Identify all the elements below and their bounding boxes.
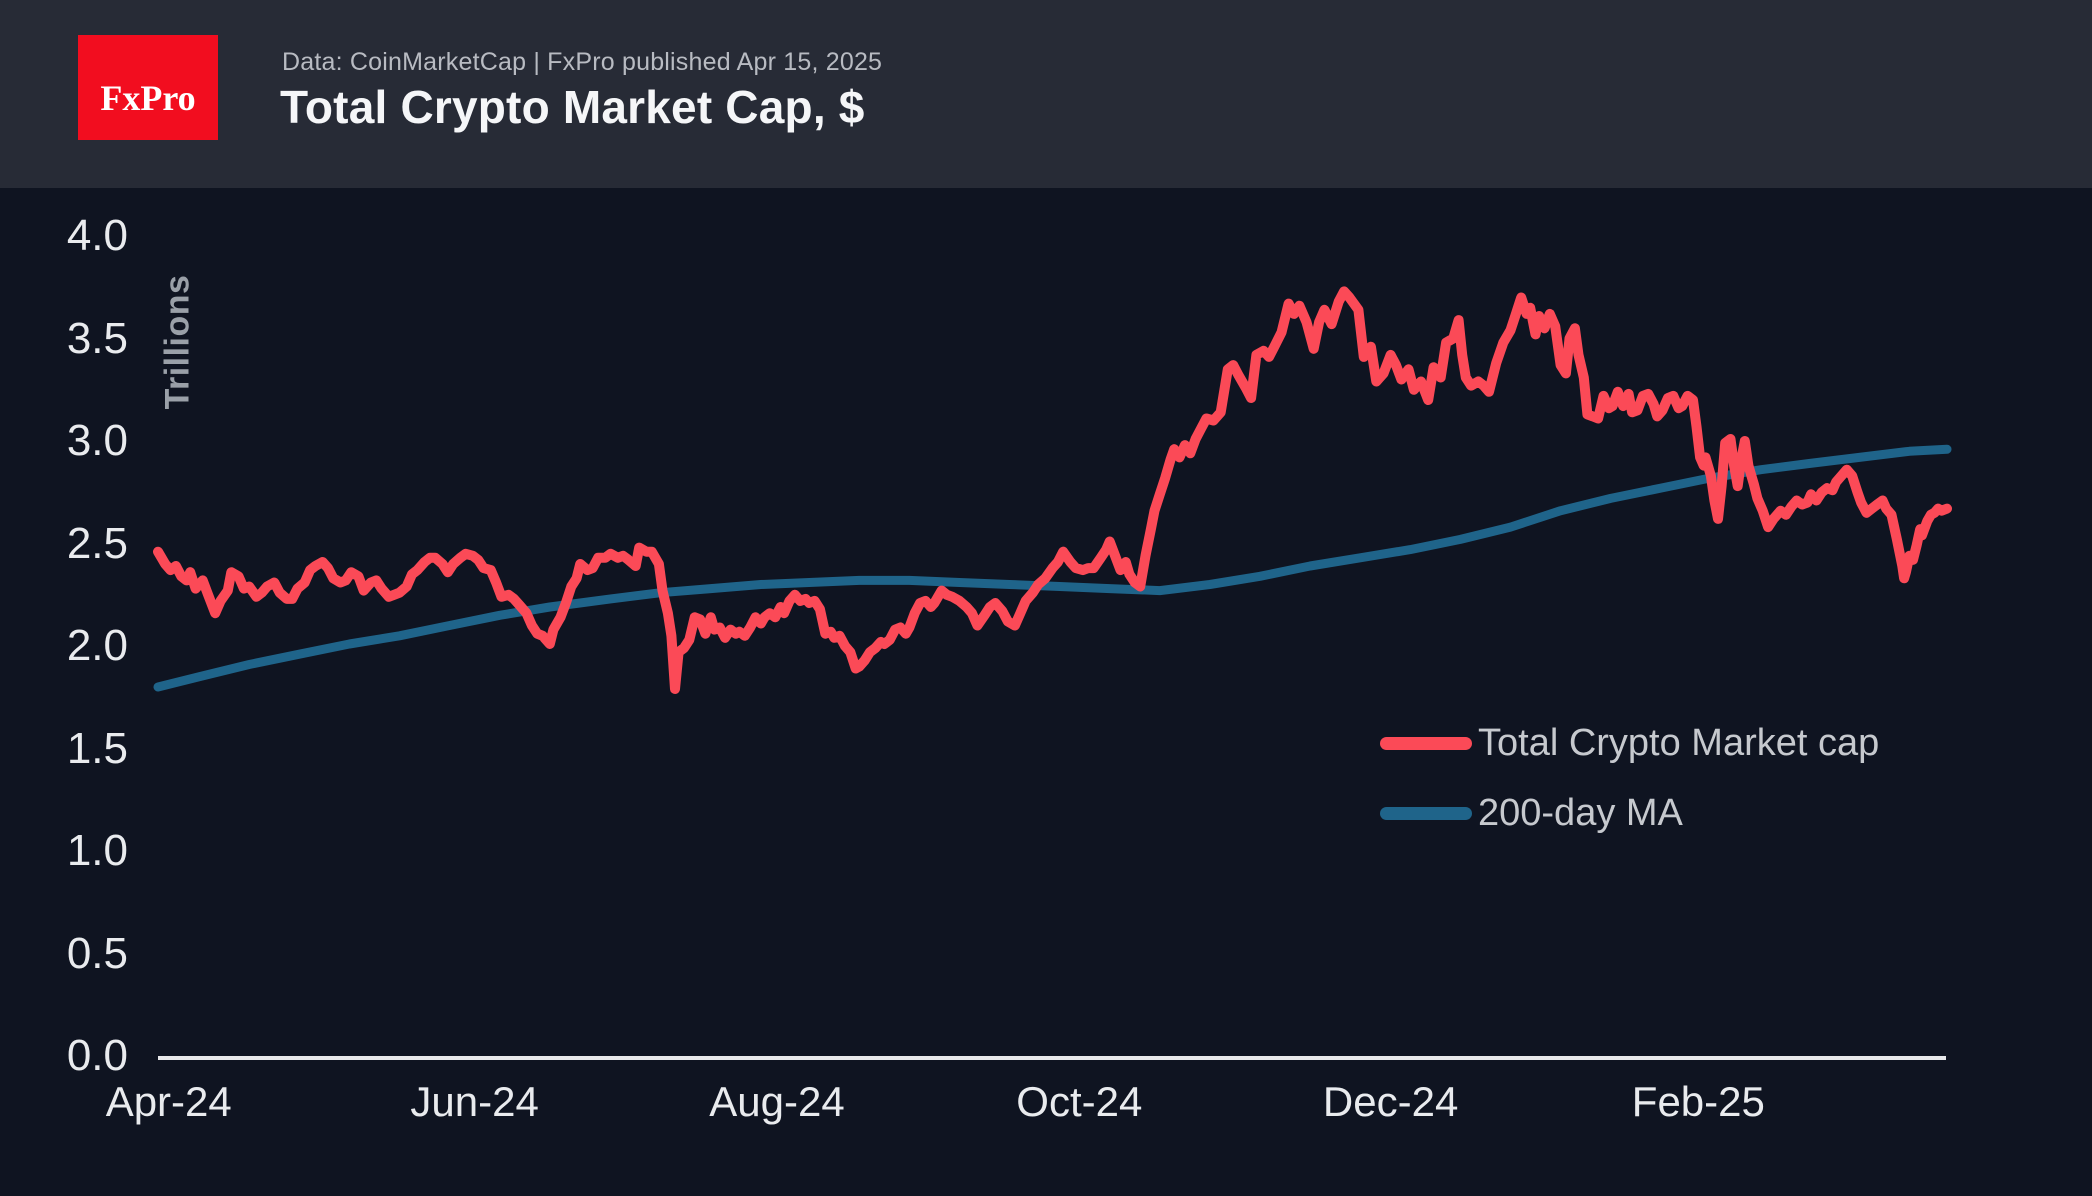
data-source-caption: Data: CoinMarketCap | FxPro published Ap… (282, 48, 883, 76)
x-tick-label: Aug-24 (709, 1078, 845, 1125)
x-tick-label: Dec-24 (1322, 1078, 1459, 1125)
legend-label-market-cap: Total Crypto Market cap (1478, 721, 1880, 764)
y-tick-label: 1.0 (66, 826, 128, 875)
y-tick-label: 2.0 (66, 621, 128, 670)
y-axis-title: Trillions (158, 274, 197, 410)
x-tick-label: Apr-24 (105, 1078, 232, 1125)
y-tick-label: 3.5 (66, 313, 128, 363)
y-tick-label: 2.5 (66, 518, 128, 568)
x-tick-label: Jun-24 (410, 1078, 539, 1125)
x-tick-label: Feb-25 (1631, 1078, 1765, 1125)
ma-200-line-swatch (1380, 806, 1472, 820)
ma-200-line (153, 444, 1952, 692)
x-tick-label: Oct-24 (1016, 1078, 1143, 1125)
y-tick-label: 0.0 (66, 1031, 128, 1080)
legend-item-market-cap: Total Crypto Market cap (1380, 717, 1879, 769)
fxpro-logo-text: FxPro (100, 77, 196, 118)
total-market-cap-line (153, 286, 1952, 694)
header-bar: FxPro Data: CoinMarketCap | FxPro publis… (0, 0, 2092, 188)
legend-label-200-day-ma: 200-day MA (1478, 791, 1683, 834)
y-tick-label: 4.0 (66, 211, 128, 260)
chart-title: Total Crypto Market Cap, $ (280, 81, 865, 133)
market-cap-line-swatch (1380, 736, 1472, 750)
y-tick-label: 1.5 (66, 723, 128, 773)
fxpro-logo: FxPro (78, 35, 218, 140)
legend-item-200-day-ma: 200-day MA (1380, 787, 1683, 839)
y-tick-label: 3.0 (66, 416, 128, 465)
y-tick-label: 0.5 (66, 928, 128, 978)
